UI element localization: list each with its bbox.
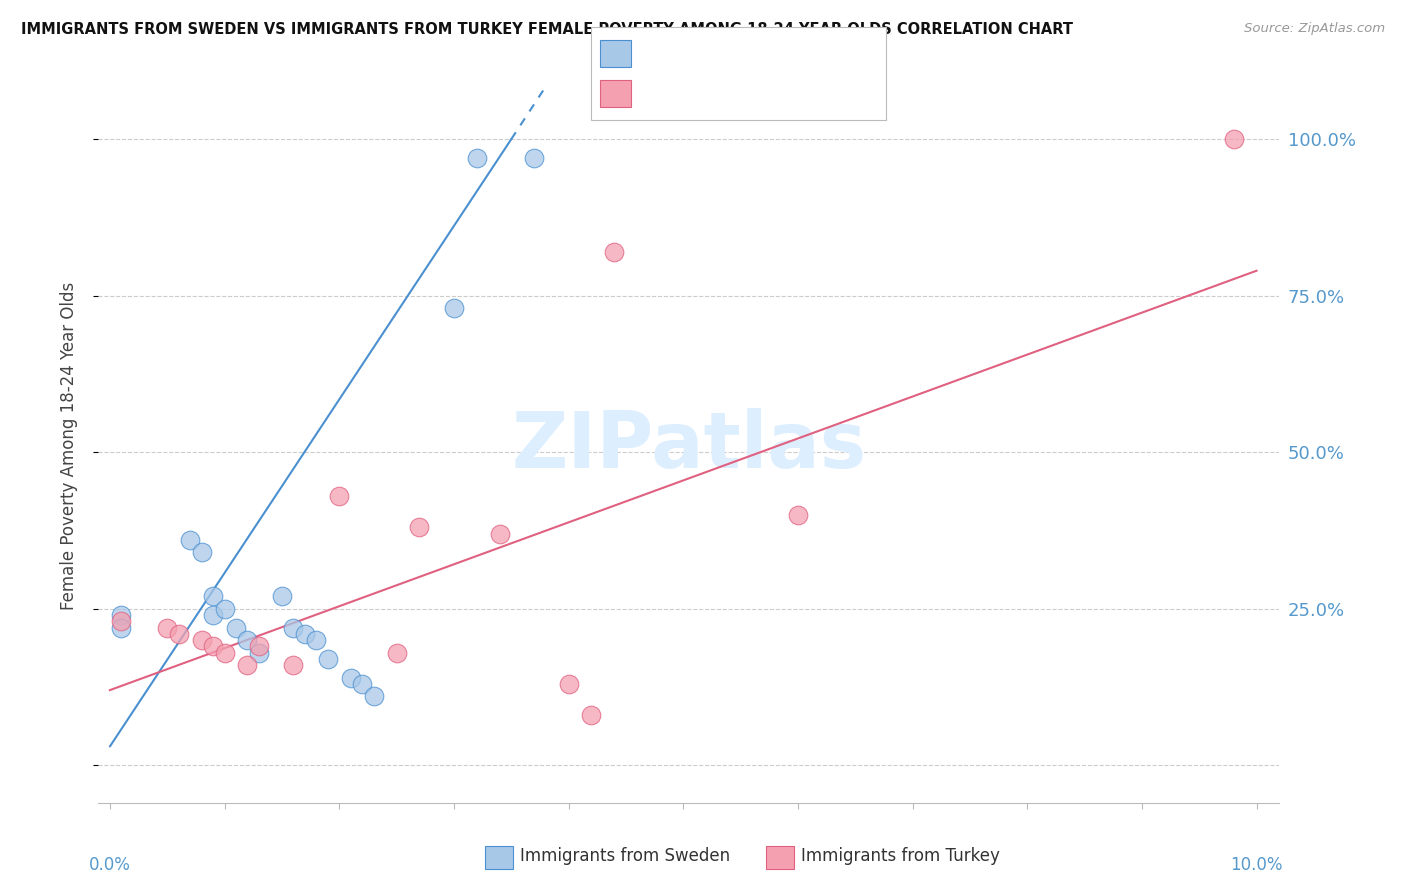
- Point: [339, 671, 361, 685]
- Text: 10.0%: 10.0%: [1230, 856, 1282, 874]
- Point: [283, 658, 305, 673]
- Y-axis label: Female Poverty Among 18-24 Year Olds: Female Poverty Among 18-24 Year Olds: [59, 282, 77, 610]
- Text: R = 0.652: R = 0.652: [638, 43, 721, 61]
- Point: [247, 640, 270, 654]
- Point: [167, 627, 190, 641]
- Text: ZIPatlas: ZIPatlas: [512, 408, 866, 484]
- Point: [202, 607, 225, 622]
- Point: [294, 627, 316, 641]
- Point: [190, 545, 212, 559]
- Point: [156, 621, 179, 635]
- Point: [110, 607, 132, 622]
- Point: [236, 633, 259, 648]
- Point: [110, 621, 132, 635]
- Point: [488, 526, 510, 541]
- Point: [270, 589, 292, 603]
- Point: [385, 646, 408, 660]
- Point: [465, 151, 488, 165]
- Point: [523, 151, 546, 165]
- Point: [202, 589, 225, 603]
- Text: IMMIGRANTS FROM SWEDEN VS IMMIGRANTS FROM TURKEY FEMALE POVERTY AMONG 18-24 YEAR: IMMIGRANTS FROM SWEDEN VS IMMIGRANTS FRO…: [21, 22, 1073, 37]
- Point: [316, 652, 339, 666]
- Point: [225, 621, 247, 635]
- Point: [352, 677, 374, 691]
- Point: [408, 520, 430, 534]
- Point: [786, 508, 808, 522]
- Point: [214, 601, 236, 615]
- Point: [214, 646, 236, 660]
- Text: N = 15: N = 15: [759, 83, 817, 101]
- Text: Immigrants from Turkey: Immigrants from Turkey: [801, 847, 1000, 865]
- Point: [1222, 132, 1244, 146]
- Text: Immigrants from Sweden: Immigrants from Sweden: [520, 847, 730, 865]
- Point: [202, 640, 225, 654]
- Point: [443, 301, 465, 316]
- Text: N = 18: N = 18: [759, 43, 817, 61]
- Point: [236, 658, 259, 673]
- Point: [581, 708, 603, 723]
- Text: 0.0%: 0.0%: [89, 856, 131, 874]
- Point: [363, 690, 385, 704]
- Point: [179, 533, 201, 547]
- Point: [247, 646, 270, 660]
- Point: [603, 244, 626, 259]
- Point: [190, 633, 212, 648]
- Point: [328, 489, 350, 503]
- Point: [110, 614, 132, 628]
- Text: R = 0.657: R = 0.657: [638, 83, 721, 101]
- Point: [557, 677, 579, 691]
- Text: Source: ZipAtlas.com: Source: ZipAtlas.com: [1244, 22, 1385, 36]
- Point: [305, 633, 328, 648]
- Point: [283, 621, 305, 635]
